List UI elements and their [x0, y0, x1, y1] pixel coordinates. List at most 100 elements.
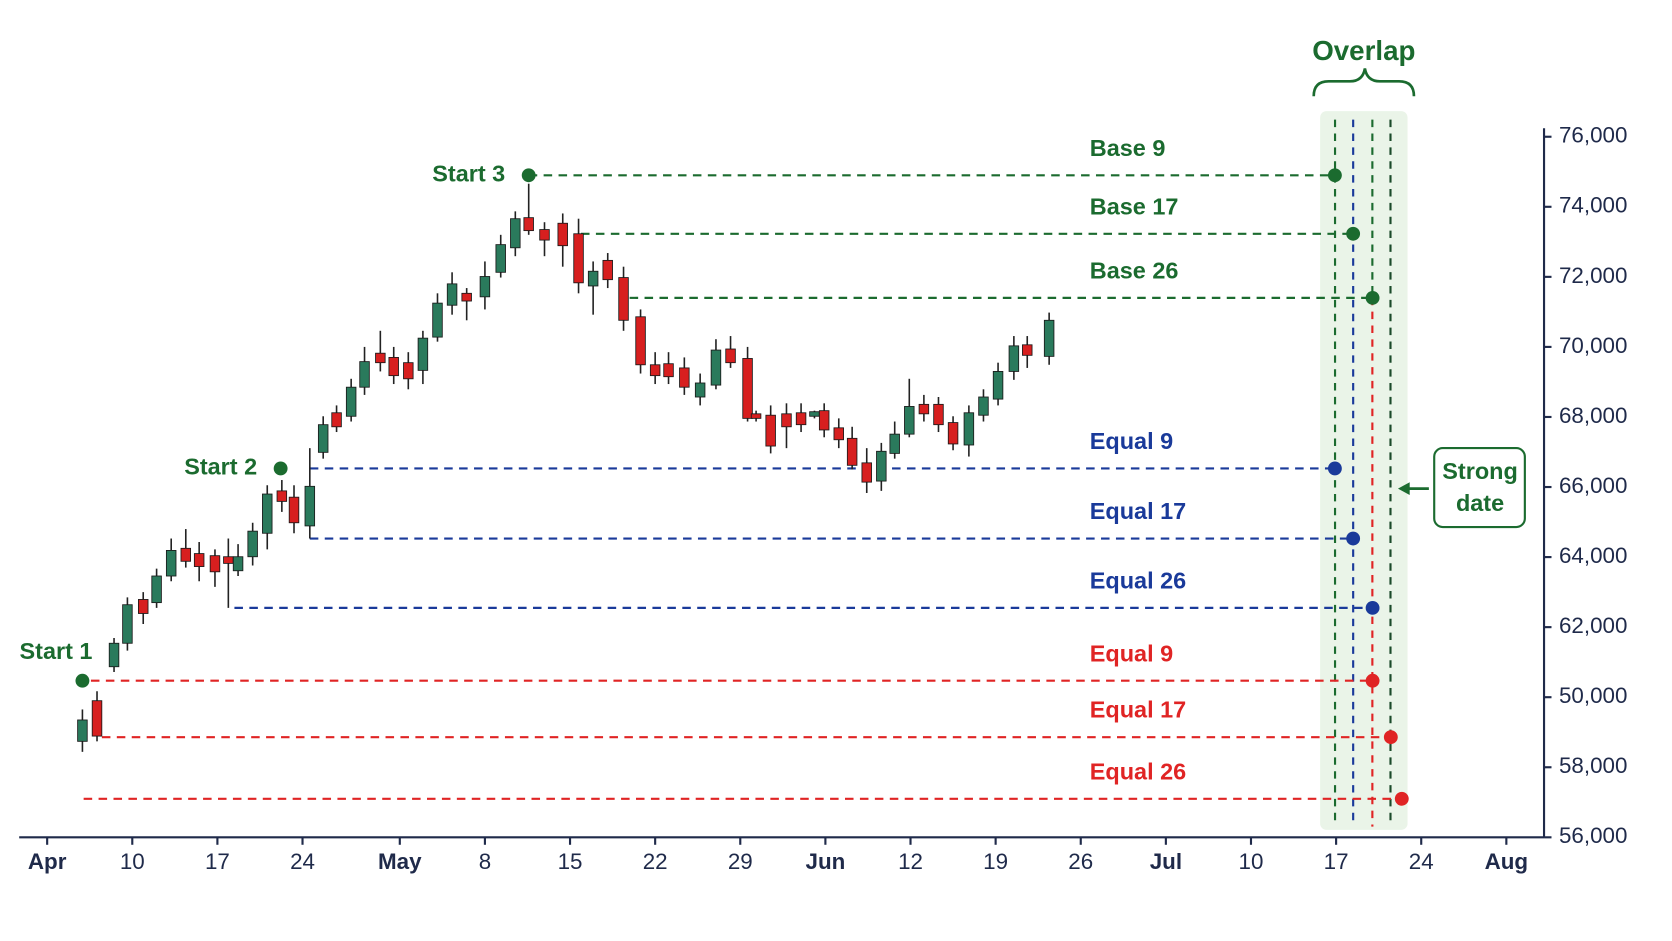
candle-body	[663, 363, 674, 378]
candle-body	[694, 382, 706, 398]
candle-body	[276, 490, 288, 502]
strong-date-arrowhead	[1397, 482, 1410, 496]
y-tick-label: 66,000	[1559, 473, 1627, 498]
y-tick-label: 64,000	[1559, 543, 1627, 568]
candle-body	[618, 277, 629, 321]
x-tick-label: Aug	[1485, 849, 1529, 874]
candle-body	[403, 362, 414, 380]
level-label: Equal 9	[1090, 428, 1173, 454]
candle-body	[151, 575, 162, 604]
candle-body	[331, 412, 342, 428]
level-label: Equal 17	[1090, 498, 1186, 524]
candle-body	[345, 386, 357, 417]
candle-body	[933, 403, 944, 426]
level-dot	[1346, 531, 1361, 546]
x-tick-label: May	[378, 849, 422, 874]
level-dot	[1394, 791, 1409, 806]
y-tick-label: 76,000	[1559, 123, 1627, 148]
start-dot	[521, 168, 536, 183]
candle-body	[947, 422, 959, 445]
level-dot	[1327, 168, 1342, 183]
candle-body	[288, 496, 300, 524]
candle-body	[978, 396, 989, 416]
candle-body	[180, 547, 192, 562]
y-tick-label: 58,000	[1559, 753, 1627, 778]
candle-body	[795, 412, 807, 426]
level-dot	[1327, 461, 1342, 476]
y-tick-label: 68,000	[1559, 403, 1627, 428]
candle-body	[602, 259, 613, 281]
candle-body	[479, 276, 491, 298]
x-tick-label: 19	[983, 849, 1008, 874]
x-tick-label: 15	[558, 849, 583, 874]
start-dot	[273, 461, 288, 476]
x-tick-label: 29	[728, 849, 753, 874]
candle-body	[317, 424, 329, 453]
candle-body	[209, 555, 221, 573]
candle-body	[122, 604, 133, 644]
candle-body	[781, 413, 792, 428]
candle-body	[889, 433, 900, 454]
y-tick-label: 70,000	[1559, 333, 1627, 358]
candle-body	[649, 364, 661, 377]
y-tick-label: 72,000	[1559, 263, 1627, 288]
x-tick-label: 8	[479, 849, 491, 874]
candle-body	[446, 283, 458, 306]
candle-body	[963, 412, 975, 446]
strong-date-label: date	[1456, 490, 1504, 516]
level-dot	[1365, 290, 1380, 305]
candle-body	[262, 493, 273, 534]
candle-body	[710, 349, 722, 386]
overlap-band	[1320, 111, 1408, 830]
x-tick-label: 26	[1068, 849, 1093, 874]
x-tick-label: 17	[205, 849, 230, 874]
candle-body	[557, 222, 568, 247]
candle-body	[165, 550, 177, 577]
level-label: Base 26	[1090, 257, 1179, 283]
level-label: Equal 26	[1090, 758, 1186, 784]
x-tick-label: 22	[643, 849, 668, 874]
x-tick-label: Jun	[806, 849, 846, 874]
x-tick-label: 12	[898, 849, 923, 874]
overlap-label: Overlap	[1312, 35, 1415, 66]
candle-body	[137, 599, 149, 614]
x-tick-label: Jul	[1150, 849, 1182, 874]
candle-body	[573, 233, 584, 284]
candle-body	[846, 437, 858, 466]
start-label: Start 1	[20, 638, 93, 664]
candle-body	[375, 352, 386, 364]
overlap-brace	[1312, 68, 1416, 97]
candle-body	[232, 556, 244, 572]
candle-body	[725, 348, 736, 364]
candle-body	[809, 411, 820, 417]
candle-body	[861, 462, 872, 483]
level-dot	[1365, 673, 1380, 688]
x-tick-label: 24	[290, 849, 315, 874]
candle-body	[992, 371, 1004, 400]
level-dot	[1346, 226, 1361, 241]
level-label: Base 9	[1090, 135, 1166, 161]
level-label: Base 17	[1090, 193, 1179, 219]
candle-body	[247, 530, 258, 558]
y-tick-label: 74,000	[1559, 193, 1627, 218]
x-tick-label: 10	[120, 849, 145, 874]
candle-body	[833, 427, 844, 441]
start-dot	[75, 673, 90, 688]
candle-body	[679, 367, 690, 388]
candle-body	[539, 229, 550, 241]
candle-body	[750, 413, 762, 419]
level-label: Equal 9	[1090, 640, 1173, 666]
strong-date-label: Strong	[1442, 458, 1518, 484]
candle-body	[742, 358, 753, 419]
candle-body	[918, 403, 930, 415]
candle-body	[635, 316, 646, 366]
candle-body	[417, 337, 429, 371]
candle-body	[304, 485, 316, 527]
y-tick-label: 50,000	[1559, 683, 1627, 708]
candle-body	[108, 642, 120, 668]
candle-body	[223, 556, 234, 564]
candle-body	[587, 270, 599, 287]
candle-body	[510, 218, 521, 249]
